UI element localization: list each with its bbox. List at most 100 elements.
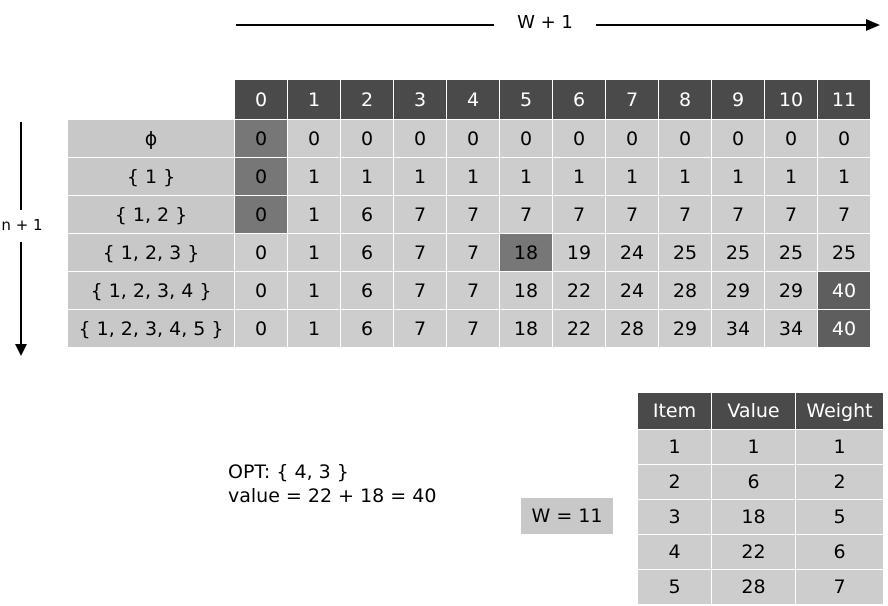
dp-cell: 19 xyxy=(552,233,606,272)
dp-column-header: 5 xyxy=(499,79,553,120)
dp-cell: 0 xyxy=(393,119,447,158)
dp-header-row: 0 1 2 3 4 5 6 7 8 9 10 11 xyxy=(67,79,871,120)
dp-cell: 0 xyxy=(287,119,341,158)
dp-column-header: 4 xyxy=(446,79,500,120)
dp-cell: 0 xyxy=(605,119,659,158)
dp-cell: 1 xyxy=(340,157,394,196)
item-row: 4 22 6 xyxy=(637,534,884,570)
dp-row-label: { 1 } xyxy=(67,157,235,196)
item-cell: 28 xyxy=(711,569,796,605)
dp-cell: 1 xyxy=(711,157,765,196)
dp-cell: 7 xyxy=(393,309,447,348)
item-cell: 1 xyxy=(795,429,884,465)
dp-cell: 6 xyxy=(340,309,394,348)
dp-cell: 34 xyxy=(711,309,765,348)
dp-cell: 0 xyxy=(817,119,871,158)
dp-table: 0 1 2 3 4 5 6 7 8 9 10 11 ϕ 0 0 0 0 0 0 0 0 0 0 0 0{ 1 } 0 1 1 1 1 1 1 1… xyxy=(67,79,871,348)
dp-cell: 7 xyxy=(446,195,500,234)
w-axis-line-right xyxy=(596,24,868,26)
dp-cell: 1 xyxy=(446,157,500,196)
n-axis-line-bottom xyxy=(20,242,22,346)
dp-cell: 7 xyxy=(552,195,606,234)
dp-cell: 1 xyxy=(393,157,447,196)
item-table: Item Value Weight 1 1 1 2 6 2 3 18 5 4 22 6 5 28 7 xyxy=(637,392,884,605)
dp-cell: 1 xyxy=(287,157,341,196)
dp-column-header: 7 xyxy=(605,79,659,120)
item-cell: 6 xyxy=(711,464,796,500)
n-axis-label: n + 1 xyxy=(1,216,43,234)
dp-cell-highlighted: 40 xyxy=(817,309,871,348)
item-column-header: Weight xyxy=(795,392,884,430)
dp-cell: 29 xyxy=(711,271,765,310)
dp-column-header: 1 xyxy=(287,79,341,120)
dp-cell: 1 xyxy=(499,157,553,196)
dp-row: { 1, 2, 3, 4 } 0 1 6 7 7 18 22 24 28 29 29 40 xyxy=(67,271,871,310)
dp-cell: 0 xyxy=(658,119,712,158)
item-cell: 3 xyxy=(637,499,712,535)
dp-row: { 1 } 0 1 1 1 1 1 1 1 1 1 1 1 xyxy=(67,157,871,196)
dp-cell: 0 xyxy=(340,119,394,158)
item-column-header: Item xyxy=(637,392,712,430)
dp-cell: 7 xyxy=(605,195,659,234)
dp-column-header: 8 xyxy=(658,79,712,120)
opt-set-text: OPT: { 4, 3 } xyxy=(228,461,349,483)
dp-cell: 0 xyxy=(234,309,288,348)
item-cell: 2 xyxy=(795,464,884,500)
dp-row-label: { 1, 2, 3, 4 } xyxy=(67,271,235,310)
item-cell: 5 xyxy=(637,569,712,605)
w-axis-label: W + 1 xyxy=(517,12,573,33)
dp-cell: 7 xyxy=(817,195,871,234)
dp-cell: 7 xyxy=(764,195,818,234)
dp-column-header: 3 xyxy=(393,79,447,120)
dp-cell: 1 xyxy=(764,157,818,196)
dp-row: { 1, 2, 3, 4, 5 } 0 1 6 7 7 18 22 28 29 34 34 40 xyxy=(67,309,871,348)
dp-cell: 25 xyxy=(764,233,818,272)
n-axis-line-top xyxy=(20,122,22,210)
dp-row: { 1, 2 } 0 1 6 7 7 7 7 7 7 7 7 7 xyxy=(67,195,871,234)
dp-corner-blank xyxy=(67,79,235,120)
dp-cell: 0 xyxy=(764,119,818,158)
dp-cell: 25 xyxy=(711,233,765,272)
dp-row-label: { 1, 2, 3 } xyxy=(67,233,235,272)
dp-cell: 7 xyxy=(446,271,500,310)
item-cell: 2 xyxy=(637,464,712,500)
dp-cell: 1 xyxy=(605,157,659,196)
dp-cell: 24 xyxy=(605,271,659,310)
item-cell: 22 xyxy=(711,534,796,570)
item-cell: 7 xyxy=(795,569,884,605)
dp-cell: 6 xyxy=(340,271,394,310)
dp-column-header: 0 xyxy=(234,79,288,120)
dp-cell: 7 xyxy=(499,195,553,234)
dp-cell: 22 xyxy=(552,271,606,310)
dp-cell: 1 xyxy=(658,157,712,196)
dp-cell-highlighted: 18 xyxy=(499,233,553,272)
dp-cell: 29 xyxy=(658,309,712,348)
dp-cell: 24 xyxy=(605,233,659,272)
opt-value-text: value = 22 + 18 = 40 xyxy=(228,485,437,507)
capacity-box: W = 11 xyxy=(521,498,613,534)
dp-cell: 1 xyxy=(552,157,606,196)
dp-column-header: 2 xyxy=(340,79,394,120)
item-cell: 1 xyxy=(637,429,712,465)
dp-cell: 7 xyxy=(393,233,447,272)
dp-row-label: { 1, 2 } xyxy=(67,195,235,234)
dp-row-label: ϕ xyxy=(67,119,235,158)
item-row: 3 18 5 xyxy=(637,499,884,535)
dp-cell: 25 xyxy=(817,233,871,272)
dp-cell: 7 xyxy=(711,195,765,234)
dp-cell-highlighted: 0 xyxy=(234,157,288,196)
dp-cell-highlighted: 40 xyxy=(817,271,871,310)
item-cell: 18 xyxy=(711,499,796,535)
dp-cell: 28 xyxy=(605,309,659,348)
dp-cell: 1 xyxy=(287,309,341,348)
dp-row-label: { 1, 2, 3, 4, 5 } xyxy=(67,309,235,348)
dp-cell: 1 xyxy=(287,271,341,310)
dp-cell: 6 xyxy=(340,195,394,234)
dp-cell: 7 xyxy=(393,271,447,310)
item-cell: 5 xyxy=(795,499,884,535)
dp-cell: 1 xyxy=(287,233,341,272)
dp-cell: 18 xyxy=(499,271,553,310)
dp-column-header: 6 xyxy=(552,79,606,120)
